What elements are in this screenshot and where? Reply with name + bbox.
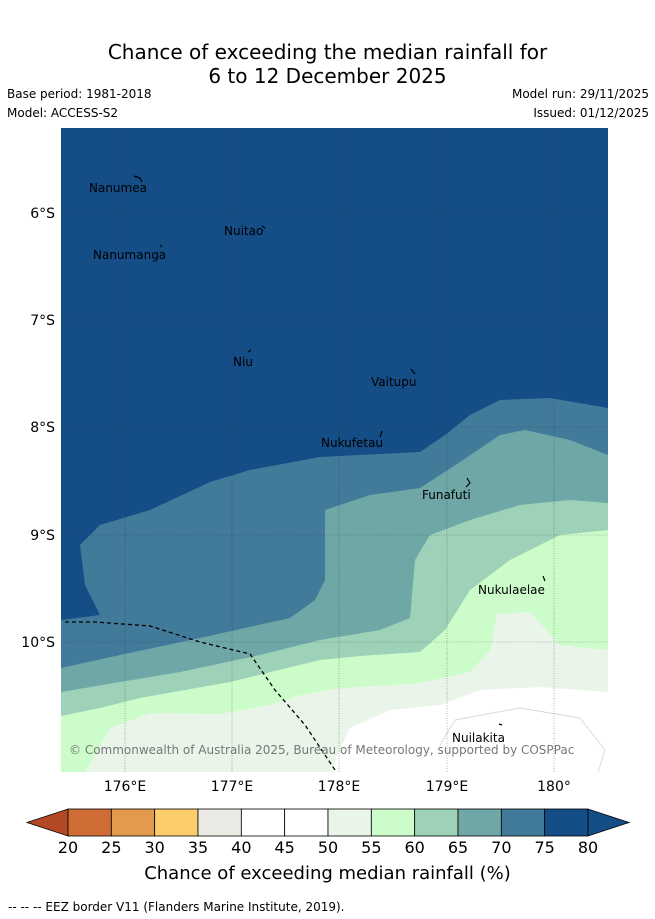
eez-border (65, 621, 336, 771)
map-copyright: © Commonwealth of Australia 2025, Bureau… (69, 743, 574, 757)
colorbar-swatch (197, 808, 242, 837)
lon-label-177e: 177°E (211, 779, 254, 795)
colorbar-swatch (370, 808, 416, 837)
colorbar-swatch (500, 808, 546, 837)
colorbar-extend-high (587, 808, 631, 837)
colorbar-tick-label: 70 (491, 838, 512, 857)
colorbar-swatch (457, 808, 502, 837)
lon-label-180: 180° (537, 779, 571, 795)
colorbar-tick-label: 55 (361, 838, 382, 857)
band-50-inner-contour (439, 707, 606, 772)
base-period: Base period: 1981-2018 (7, 87, 152, 101)
place-niu: Niu (233, 355, 253, 369)
title-line-2: 6 to 12 December 2025 (208, 64, 447, 88)
lon-label-179e: 179°E (426, 779, 469, 795)
colorbar-swatch (414, 808, 459, 837)
colorbar-swatch (240, 808, 286, 837)
lat-label-10s: 10°S (21, 635, 55, 651)
band-50 (330, 687, 608, 772)
colorbar-swatch (67, 808, 112, 837)
lat-label-9s: 9°S (30, 528, 55, 544)
contour-layers (61, 128, 608, 772)
place-vaitupu: Vaitupu (371, 375, 417, 389)
eez-footnote: -- -- -- EEZ border V11 (Flanders Marine… (8, 900, 345, 914)
colorbar-tick-label: 60 (404, 838, 425, 857)
lon-label-176e: 176°E (104, 779, 147, 795)
colorbar-swatch (154, 808, 199, 837)
graticule (61, 128, 608, 772)
colorbar-tick-label: 65 (447, 838, 469, 857)
model-run: Model run: 29/11/2025 (511, 87, 649, 101)
colorbar-title: Chance of exceeding median rainfall (%) (144, 863, 511, 884)
place-nanumea: Nanumea (89, 181, 147, 195)
title-line-1: Chance of exceeding the median rainfall … (107, 40, 548, 64)
colorbar-tick-label: 25 (101, 838, 122, 857)
colorbar-tick-label: 50 (317, 838, 339, 857)
lat-label-8s: 8°S (30, 420, 55, 436)
colorbar-tick-label: 45 (274, 838, 295, 857)
colorbar-extend-low (25, 808, 69, 837)
place-funafuti: Funafuti (422, 488, 471, 502)
colorbar-tick-label: 80 (577, 838, 599, 857)
colorbar-swatch (327, 808, 372, 837)
place-nuitao: Nuitao (224, 224, 263, 238)
colorbar-tick-label: 35 (187, 838, 209, 857)
place-nukufetau: Nukufetau (321, 436, 383, 450)
model-name: Model: ACCESS-S2 (7, 106, 119, 120)
lat-label-7s: 7°S (30, 313, 55, 329)
place-nukulaelae: Nukulaelae (478, 583, 545, 597)
lon-label-178e: 178°E (318, 779, 361, 795)
colorbar (25, 808, 631, 837)
colorbar-tick-label: 75 (534, 838, 555, 857)
lat-label-6s: 6°S (30, 206, 55, 222)
colorbar-tick-label: 40 (231, 838, 252, 857)
colorbar-swatch (110, 808, 156, 837)
rainfall-map: Nanumea Nuitao Nanumanga Niu Vaitupu Nuk… (21, 128, 631, 837)
island-shapes (133, 175, 546, 726)
place-nanumanga: Nanumanga (93, 248, 166, 262)
colorbar-tick-label: 20 (57, 838, 79, 857)
issued-date: Issued: 01/12/2025 (533, 106, 649, 120)
colorbar-swatch (284, 808, 329, 837)
colorbar-tick-label: 30 (144, 838, 165, 857)
place-nuilakita: Nuilakita (452, 731, 505, 745)
colorbar-swatch (544, 808, 589, 837)
